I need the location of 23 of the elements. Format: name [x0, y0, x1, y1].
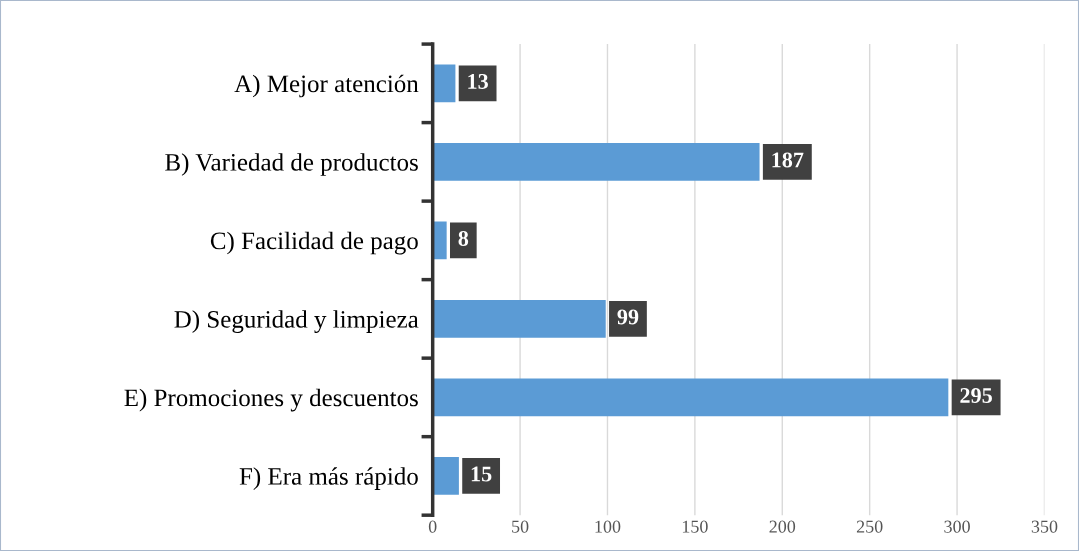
x-tick-label: 150 [682, 520, 708, 533]
bar [432, 457, 459, 495]
x-tick-label: 300 [944, 520, 970, 533]
y-tick-label: D) Seguridad y limpieza [174, 310, 419, 333]
y-tick-label: C) Facilidad de pago [210, 231, 418, 255]
x-tick-label: 50 [512, 520, 529, 533]
bar [432, 221, 447, 260]
x-tick-label: 0 [428, 520, 437, 533]
y-tick-label: A) Mejor atención [234, 74, 419, 98]
y-tick-label: B) Variedad de productos [165, 153, 418, 176]
x-tick-label: 200 [769, 520, 796, 533]
data-label: 8 [458, 230, 469, 246]
data-label: 295 [960, 388, 992, 403]
y-tick-label: F) Era más rápido [239, 467, 418, 490]
data-label: 15 [471, 466, 492, 482]
x-tick-label: 250 [856, 520, 883, 533]
x-tick-label: 100 [595, 520, 621, 533]
y-tick-label: E) Promociones y descuentos [124, 388, 418, 412]
data-label: 13 [468, 73, 488, 89]
x-tick-label: 350 [1031, 520, 1058, 533]
bar [432, 300, 606, 338]
data-label: 99 [617, 309, 639, 325]
data-label: 187 [772, 152, 804, 168]
